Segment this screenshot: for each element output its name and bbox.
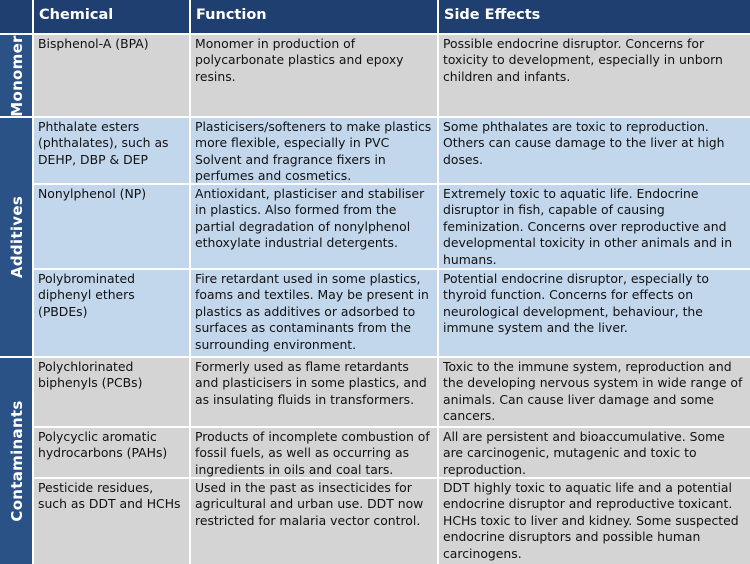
grid-line — [32, 0, 34, 564]
cell-chemical: Nonylphenol (NP) — [33, 184, 190, 269]
cell-side-effects: Toxic to the immune system, reproduction… — [438, 357, 750, 427]
cell-side-effects: All are persistent and bioaccumulative. … — [438, 427, 750, 478]
cell-function: Formerly used as flame retardants and pl… — [190, 357, 438, 427]
cell-chemical: Phthalate esters (phthalates), such as D… — [33, 117, 190, 184]
grid-line — [189, 0, 191, 564]
cell-side-effects: Some phthalates are toxic to reproductio… — [438, 117, 750, 184]
header-function: Function — [190, 0, 438, 34]
grid-line — [33, 268, 750, 270]
grid-line — [437, 0, 439, 564]
header-side-effects: Side Effects — [438, 0, 750, 34]
group-label-additives: Additives — [0, 117, 33, 357]
cell-side-effects: Possible endocrine disruptor. Concerns f… — [438, 34, 750, 117]
cell-function: Antioxidant, plasticiser and stabiliser … — [190, 184, 438, 269]
grid-line — [33, 477, 750, 479]
header-chemical: Chemical — [33, 0, 190, 34]
cell-chemical: Pesticide residues, such as DDT and HCHs — [33, 478, 190, 564]
grid-line — [0, 356, 750, 358]
grid-line — [33, 183, 750, 185]
cell-chemical: Polybrominated diphenyl ethers (PBDEs) — [33, 269, 190, 357]
cell-function: Products of incomplete combustion of fos… — [190, 427, 438, 478]
cell-side-effects: Potential endocrine disruptor, especiall… — [438, 269, 750, 357]
grid-line — [0, 33, 750, 35]
group-label-monomer: Monomer — [0, 34, 33, 117]
cell-chemical: Polychlorinated biphenyls (PCBs) — [33, 357, 190, 427]
cell-function: Used in the past as insecticides for agr… — [190, 478, 438, 564]
cell-chemical: Bisphenol-A (BPA) — [33, 34, 190, 117]
grid-line — [0, 116, 750, 118]
group-label-contaminants: Contaminants — [0, 357, 33, 564]
cell-function: Fire retardant used in some plastics, fo… — [190, 269, 438, 357]
cell-side-effects: Extremely toxic to aquatic life. Endocri… — [438, 184, 750, 269]
cell-function: Plasticisers/softeners to make plastics … — [190, 117, 438, 184]
header-corner — [0, 0, 33, 34]
cell-function: Monomer in production of polycarbonate p… — [190, 34, 438, 117]
cell-chemical: Polycyclic aromatic hydrocarbons (PAHs) — [33, 427, 190, 478]
cell-side-effects: DDT highly toxic to aquatic life and a p… — [438, 478, 750, 564]
grid-line — [33, 426, 750, 428]
